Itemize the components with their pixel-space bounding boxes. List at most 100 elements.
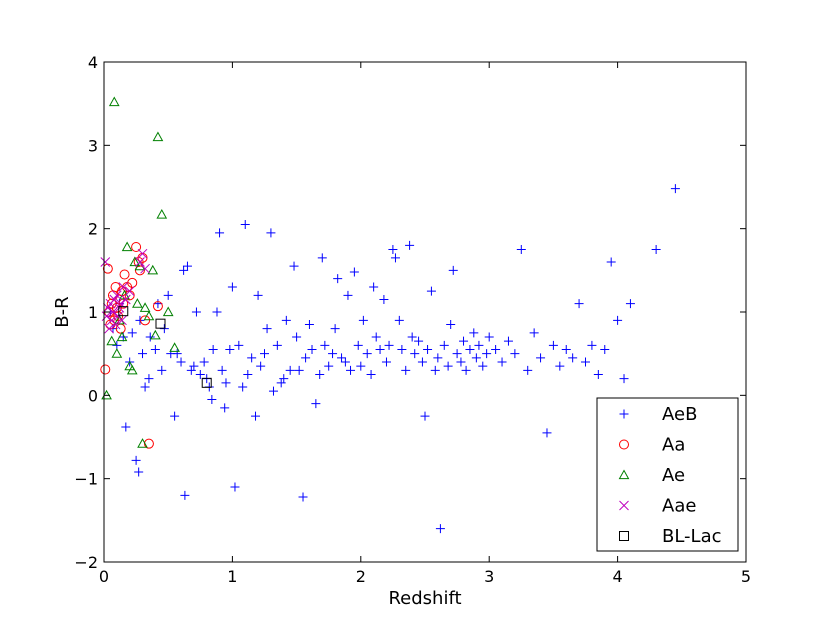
data-point (109, 294, 120, 305)
data-point (104, 323, 114, 334)
data-point (405, 240, 415, 250)
data-point (100, 364, 111, 375)
data-point (600, 345, 610, 354)
data-point (401, 365, 411, 375)
data-point (217, 365, 227, 375)
data-point (315, 370, 325, 379)
data-point (439, 340, 449, 350)
data-point (234, 340, 244, 350)
data-point (423, 345, 433, 354)
legend-marker (619, 531, 629, 541)
data-point (108, 96, 120, 107)
data-point (461, 365, 471, 375)
x-tick-label: 4 (613, 567, 623, 586)
data-point (212, 307, 222, 317)
data-point (169, 342, 180, 352)
data-point (340, 357, 350, 367)
data-point (317, 253, 327, 263)
data-point (613, 315, 623, 325)
data-point (162, 306, 174, 317)
legend-entry: Aae (619, 496, 696, 517)
data-points (100, 96, 680, 534)
data-point (135, 315, 145, 325)
data-point (407, 332, 417, 342)
data-point (199, 357, 209, 367)
legend-label: AeB (662, 404, 697, 425)
data-point (119, 269, 130, 280)
data-point (346, 365, 356, 375)
data-point (394, 315, 404, 325)
data-point (140, 315, 151, 326)
data-point (307, 345, 317, 354)
data-point (430, 365, 440, 375)
data-point (471, 353, 481, 363)
data-point (137, 248, 148, 259)
series-aeb (105, 184, 680, 534)
data-point (140, 382, 150, 392)
data-point (369, 282, 379, 292)
data-point (135, 257, 145, 267)
data-point (381, 357, 391, 367)
data-point (127, 328, 137, 338)
data-point (153, 299, 163, 309)
y-tick-label: 0 (88, 386, 98, 405)
data-point (137, 438, 148, 448)
legend-marker (619, 439, 629, 450)
data-point (116, 331, 128, 342)
legend-label: Ae (662, 465, 685, 486)
data-point (561, 345, 571, 354)
data-point (176, 357, 186, 367)
data-point (371, 332, 381, 342)
data-point (529, 328, 539, 338)
x-tick-label: 5 (741, 567, 751, 586)
data-point (260, 349, 269, 359)
data-point (230, 482, 240, 492)
data-point (155, 318, 166, 329)
data-point (102, 302, 113, 313)
y-axis-title: B-R (52, 296, 73, 327)
data-point (243, 370, 253, 379)
data-point (189, 361, 199, 371)
data-point (285, 365, 295, 375)
data-point (147, 264, 159, 275)
data-point (139, 302, 151, 312)
data-point (143, 438, 154, 449)
data-point (366, 370, 376, 379)
data-point (417, 357, 427, 367)
data-point (131, 455, 141, 465)
data-point (266, 228, 276, 238)
data-point (240, 220, 250, 229)
data-point (510, 349, 520, 359)
y-tick-label: 4 (88, 53, 98, 72)
data-point (195, 370, 205, 379)
y-tick-label: 3 (88, 136, 98, 155)
data-point (587, 340, 597, 350)
data-point (117, 315, 127, 326)
data-point (435, 524, 445, 534)
legend-marker (619, 500, 629, 511)
data-point (157, 365, 167, 375)
data-point (143, 310, 155, 321)
data-point (227, 282, 237, 292)
data-point (356, 361, 366, 371)
data-point (548, 340, 558, 350)
data-point (281, 315, 291, 325)
data-point (144, 374, 154, 384)
x-tick-label: 3 (484, 567, 494, 586)
data-point (320, 340, 330, 350)
data-point (134, 467, 144, 477)
legend-entry: Aa (619, 435, 685, 456)
data-point (516, 245, 526, 254)
legend-entry: AeB (619, 404, 697, 425)
data-point (304, 320, 314, 329)
data-point (555, 361, 565, 371)
data-point (542, 428, 552, 438)
y-tick-label: −2 (74, 553, 98, 572)
data-point (111, 348, 123, 358)
data-point (225, 345, 235, 354)
series-aae (100, 248, 150, 334)
data-point (208, 345, 218, 354)
data-point (207, 395, 217, 404)
data-point (469, 328, 479, 338)
x-axis-title: Redshift (388, 588, 461, 609)
